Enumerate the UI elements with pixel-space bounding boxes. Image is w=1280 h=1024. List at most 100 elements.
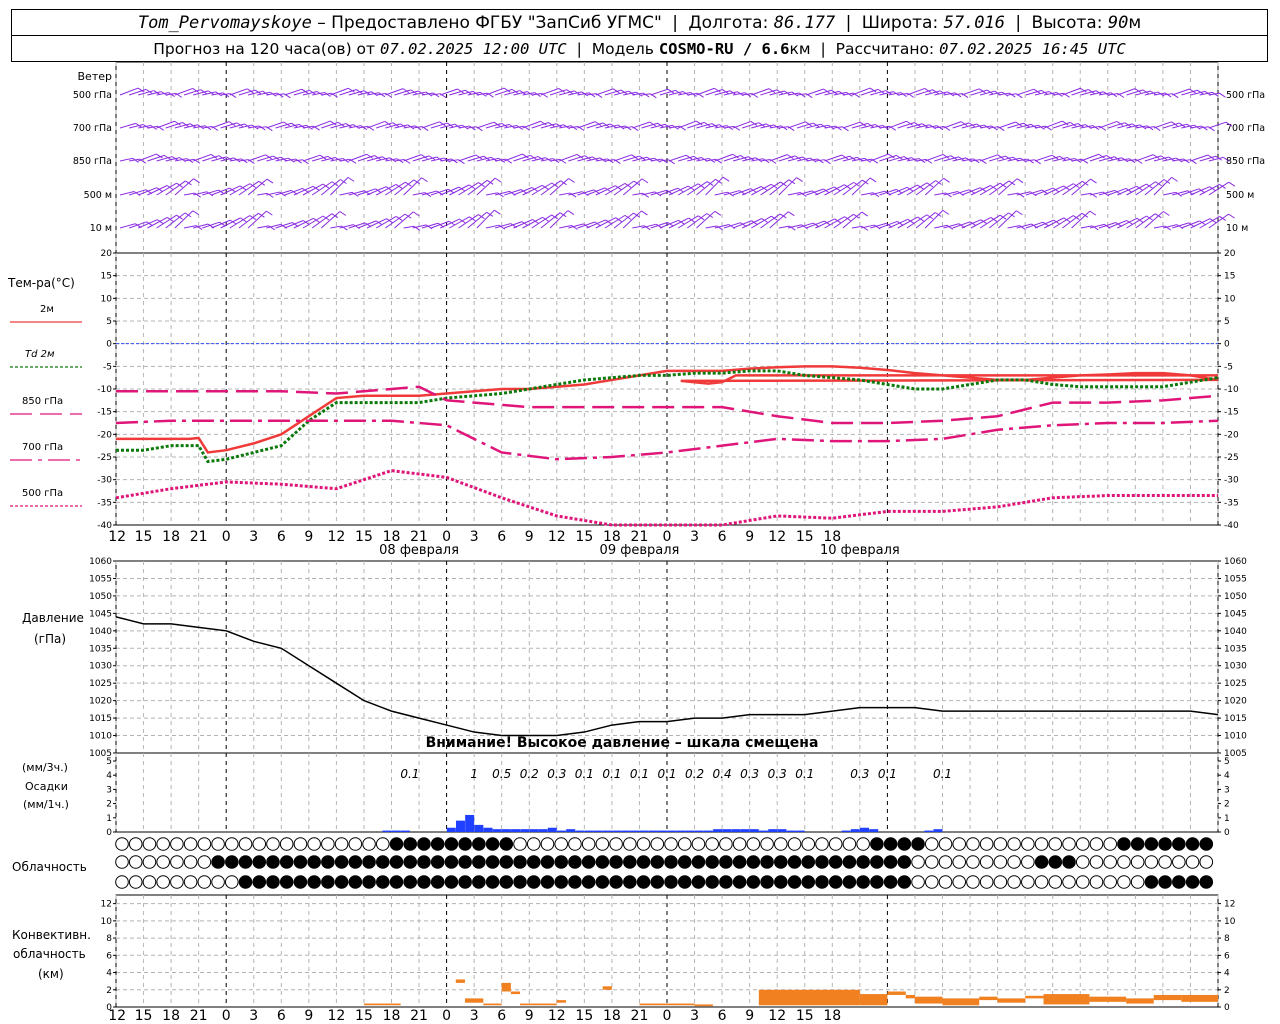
- wind-barb-shaft: [604, 214, 626, 229]
- wind-barb-icon: [998, 178, 1024, 196]
- wind-barb-shaft: [604, 159, 615, 162]
- wind-barb-shaft: [879, 154, 897, 162]
- wind-barb-shaft: [357, 91, 372, 96]
- wind-barb-icon: [320, 179, 347, 196]
- wind-barb-flag: [366, 153, 374, 159]
- cloud-circle: [581, 875, 596, 889]
- wind-barb-shaft: [1117, 185, 1137, 196]
- wind-barb-icon: [851, 225, 869, 231]
- wind-barb-flag: [1222, 156, 1230, 162]
- wind-barb-icon: [330, 176, 355, 196]
- wind-barb-shaft: [1071, 158, 1082, 162]
- wind-barb-shaft: [1016, 223, 1032, 229]
- wind-barb-shaft: [705, 176, 724, 196]
- wind-barb-icon: [632, 92, 650, 98]
- wind-barb-shaft: [257, 91, 271, 96]
- wind-barb-shaft: [952, 189, 970, 196]
- wind-barb-shaft: [623, 91, 637, 96]
- wind-barb-shaft: [339, 158, 350, 162]
- forecast-start: 07.02.2025 12:00 UTC: [380, 40, 567, 58]
- wind-barb-flag: [530, 154, 537, 160]
- wind-barb-shaft: [266, 156, 282, 162]
- wind-barb-shaft: [650, 123, 666, 129]
- wind-barb-shaft: [659, 124, 673, 129]
- cloud-circle: [513, 875, 527, 889]
- wind-barb-shaft: [458, 125, 470, 129]
- wind-barb-shaft: [211, 121, 230, 129]
- wind-barb-shaft: [1108, 187, 1127, 196]
- cloud-cover-circle-icon: [636, 855, 651, 869]
- wind-barb-icon: [595, 88, 620, 96]
- wind-barb-shaft: [467, 91, 481, 96]
- cloud-circle: [348, 837, 363, 851]
- wind-barb-shaft: [860, 88, 879, 96]
- pres-ytick-left: 1055: [89, 574, 112, 584]
- wind-barb-shaft: [119, 157, 133, 162]
- cloud-cover-circle-icon: [1021, 837, 1035, 851]
- cloud-cover-circle-icon: [636, 837, 651, 851]
- wind-barb-shaft: [778, 177, 797, 196]
- wind-barb-shaft: [129, 158, 140, 162]
- wind-barb-shaft: [979, 214, 1001, 229]
- wind-barb-icon: [787, 121, 812, 129]
- cloud-circle: [636, 837, 651, 851]
- temp-ytick-left: -5: [103, 362, 112, 372]
- cloud-circle: [993, 855, 1008, 869]
- cloud-circle: [595, 875, 610, 889]
- wind-barb-icon: [980, 125, 998, 131]
- wind-barb-shaft: [595, 123, 611, 129]
- wind-barb-shaft: [824, 184, 845, 196]
- conv-hour-label: 12: [327, 1008, 345, 1024]
- wind-barb-icon: [961, 88, 986, 96]
- wind-barb-shaft: [1153, 121, 1172, 129]
- wind-barb-icon: [677, 120, 703, 129]
- wind-barb-flag: [859, 121, 867, 127]
- cloud-cover-circle-icon: [966, 875, 980, 889]
- wind-barb-flag: [796, 177, 803, 182]
- cloud-circle: [828, 855, 843, 869]
- wind-barb-flag: [268, 225, 275, 231]
- pres-ytick-left: 1035: [89, 644, 112, 654]
- wind-barb-flag: [503, 87, 511, 93]
- conv-hour-label: 15: [575, 1008, 593, 1024]
- cloud-cover-circle-icon: [911, 875, 925, 889]
- wind-barb-icon: [577, 121, 602, 129]
- wind-barb-shaft: [1163, 93, 1173, 96]
- wind-barb-shaft: [559, 224, 572, 229]
- pres-ytick-right: 1035: [1224, 644, 1247, 654]
- cloud-circle: [1158, 837, 1172, 851]
- wind-barb-shaft: [138, 124, 151, 129]
- wind-barb-shaft: [412, 155, 430, 162]
- wind-barb-shaft: [1135, 90, 1151, 96]
- wind-barb-icon: [284, 220, 310, 229]
- temp-ytick-left: -35: [97, 498, 112, 508]
- cloud-circle: [1185, 855, 1200, 869]
- wind-barb-shaft: [851, 122, 868, 129]
- wind-barb-flag: [872, 192, 880, 198]
- wind-barb-icon: [559, 192, 577, 198]
- wind-barb-shaft: [641, 157, 655, 162]
- wind-barb-flag: [631, 154, 638, 160]
- cloud-cover-circle-icon: [924, 837, 939, 851]
- wind-barb-flag: [979, 88, 986, 94]
- cloud-cover-circle-icon: [1172, 837, 1186, 851]
- wind-barb-shaft: [449, 124, 463, 129]
- cloud-circle: [966, 875, 980, 889]
- wind-barb-icon: [860, 88, 885, 96]
- wind-barb-shaft: [559, 125, 572, 129]
- wind-barb-shaft: [495, 158, 506, 162]
- cloud-cover-circle-icon: [1103, 855, 1117, 869]
- wind-barb-icon: [577, 92, 596, 98]
- wind-barb-flag: [1009, 92, 1016, 98]
- cloud-cover-circle-icon: [568, 855, 582, 869]
- cloud-circle: [115, 875, 129, 889]
- wind-barb-shaft: [796, 190, 813, 196]
- precip-bar: [547, 827, 557, 832]
- wind-barb-flag: [997, 154, 1004, 160]
- wind-barb-shaft: [769, 125, 782, 129]
- cloud-circle: [719, 837, 733, 851]
- wind-barb-shaft: [293, 124, 307, 129]
- cloud-cover-circle-icon: [513, 837, 527, 851]
- prec-ytick-left: 3: [106, 785, 112, 795]
